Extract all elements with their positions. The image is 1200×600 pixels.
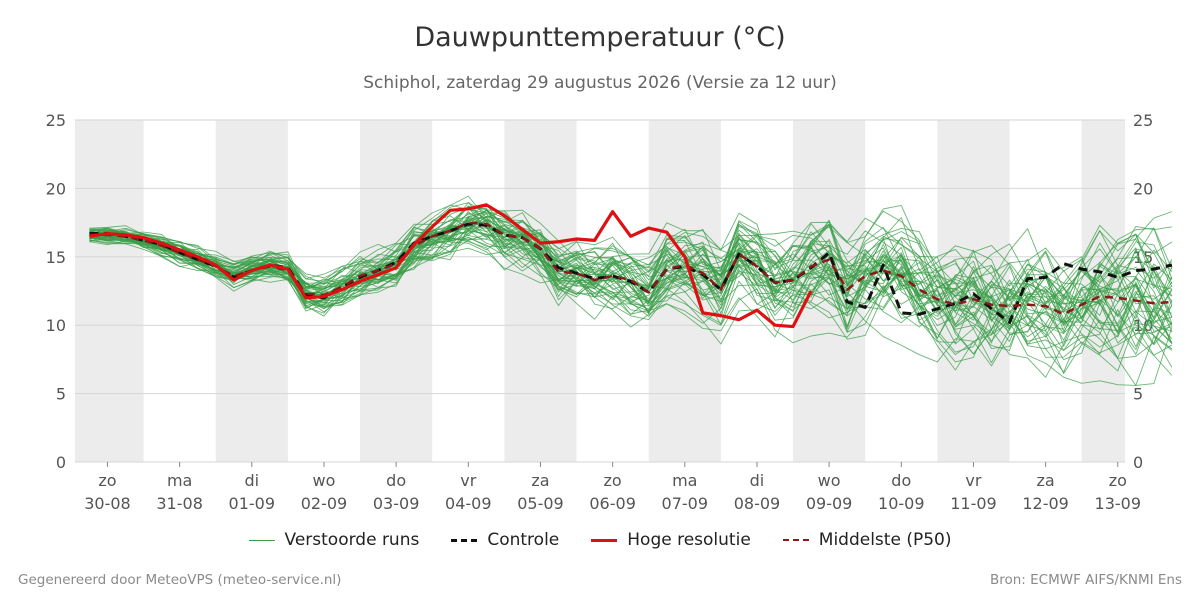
- y-tick-label-left: 25: [46, 111, 66, 130]
- x-tick-weekday: vr: [460, 471, 476, 490]
- shaded-day-band: [75, 120, 144, 462]
- x-tick-weekday: do: [891, 471, 911, 490]
- x-tick-date: 01-09: [229, 494, 276, 513]
- ensemble-member-line: [89, 215, 1173, 355]
- x-tick-date: 09-09: [806, 494, 853, 513]
- y-tick-label-left: 15: [46, 248, 66, 267]
- y-tick-label-right: 25: [1133, 111, 1153, 130]
- x-tick-date: 12-09: [1022, 494, 1069, 513]
- x-tick-weekday: di: [750, 471, 765, 490]
- footer-generator: Gegenereerd door MeteoVPS (meteo-service…: [18, 572, 342, 588]
- legend-swatch-control: [451, 538, 478, 542]
- legend-label-control: Controle: [487, 530, 560, 550]
- ensemble-member-line: [89, 218, 1173, 364]
- ensemble-member-line: [89, 230, 1173, 347]
- ensemble-member-line: [89, 211, 1173, 323]
- y-tick-label-left: 10: [46, 316, 66, 335]
- y-tick-label-left: 5: [56, 385, 66, 404]
- x-tick-date: 06-09: [589, 494, 636, 513]
- x-tick-date: 30-08: [84, 494, 131, 513]
- x-tick-date: 04-09: [445, 494, 492, 513]
- ensemble-member-line: [89, 222, 1173, 348]
- legend-swatch-high-resolution: [591, 538, 618, 542]
- y-tick-label-right: 5: [1133, 385, 1143, 404]
- legend-item-ensemble: Verstoorde runs: [248, 530, 420, 550]
- chart-legend: Verstoorde runs Controle Hoge resolutie …: [0, 530, 1200, 550]
- legend-swatch-median: [782, 539, 809, 541]
- x-tick-weekday: wo: [313, 471, 336, 490]
- x-tick-weekday: za: [531, 471, 549, 490]
- x-tick-weekday: zo: [1109, 471, 1127, 490]
- legend-item-high-resolution: Hoge resolutie: [591, 530, 751, 550]
- ensemble-member-line: [89, 233, 1173, 363]
- legend-label-median: Middelste (P50): [818, 530, 952, 550]
- x-tick-weekday: zo: [604, 471, 622, 490]
- ensemble-member-line: [89, 235, 1173, 351]
- shaded-day-band: [215, 120, 288, 462]
- footer-source: Bron: ECMWF AIFS/KNMI Ens: [989, 572, 1182, 588]
- x-tick-date: 03-09: [373, 494, 420, 513]
- x-tick-weekday: di: [244, 471, 259, 490]
- x-tick-weekday: za: [1037, 471, 1055, 490]
- x-tick-date: 02-09: [301, 494, 348, 513]
- x-tick-date: 31-08: [156, 494, 203, 513]
- ensemble-member-line: [89, 207, 1173, 367]
- x-tick-weekday: ma: [167, 471, 192, 490]
- ensemble-member-line: [89, 207, 1173, 321]
- legend-swatch-ensemble: [248, 539, 275, 541]
- x-tick-date: 08-09: [734, 494, 781, 513]
- ensemble-member-line: [89, 236, 1173, 359]
- x-tick-date: 07-09: [662, 494, 709, 513]
- x-tick-weekday: wo: [818, 471, 841, 490]
- y-tick-label-left: 20: [46, 179, 66, 198]
- x-tick-weekday: vr: [965, 471, 981, 490]
- y-tick-label-right: 0: [1133, 453, 1143, 472]
- x-tick-weekday: zo: [98, 471, 116, 490]
- chart-title: Dauwpunttemperatuur (°C): [414, 22, 786, 53]
- x-tick-weekday: do: [386, 471, 406, 490]
- y-tick-label-right: 20: [1133, 179, 1153, 198]
- chart-subtitle: Schiphol, zaterdag 29 augustus 2026 (Ver…: [363, 73, 837, 93]
- legend-label-ensemble: Verstoorde runs: [284, 530, 420, 550]
- control-line: [89, 222, 1173, 324]
- x-tick-date: 10-09: [878, 494, 925, 513]
- legend-item-median: Middelste (P50): [782, 530, 952, 550]
- high-resolution-line: [89, 203, 813, 329]
- ensemble-member-line: [89, 227, 1173, 319]
- y-tick-label-left: 0: [56, 453, 66, 472]
- x-tick-date: 13-09: [1095, 494, 1142, 513]
- ensemble-member-line: [89, 213, 1173, 351]
- x-tick-date: 11-09: [950, 494, 997, 513]
- shaded-day-band: [360, 120, 433, 462]
- x-tick-date: 05-09: [517, 494, 564, 513]
- legend-item-control: Controle: [451, 530, 559, 550]
- x-tick-weekday: ma: [672, 471, 697, 490]
- shaded-day-band: [504, 120, 577, 462]
- legend-label-high-resolution: Hoge resolutie: [627, 530, 751, 550]
